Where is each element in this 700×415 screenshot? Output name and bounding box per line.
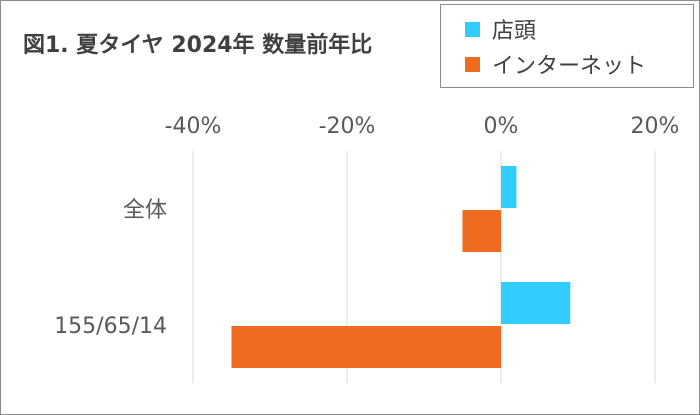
legend-label-internet: インターネット — [492, 54, 647, 79]
legend-swatch-store — [465, 21, 480, 37]
x-tick-label-1: -20% — [319, 114, 376, 139]
bar-internet-1 — [231, 326, 501, 368]
legend-label-store: 店頭 — [492, 19, 537, 44]
x-tick-label-2: 0% — [484, 114, 519, 139]
chart-title: 図1. 夏タイヤ 2024年 数量前年比 — [23, 33, 373, 58]
bar-store-1 — [501, 282, 571, 324]
legend-item-internet: インターネット — [465, 49, 646, 79]
bar-store-0 — [501, 166, 517, 208]
bar-internet-0 — [462, 210, 501, 252]
category-label-1: 155/65/14 — [54, 314, 167, 339]
category-label-0: 全体 — [123, 198, 167, 223]
legend-item-store: 店頭 — [465, 14, 536, 44]
legend-swatch-internet — [465, 56, 480, 72]
x-tick-label-0: -40% — [165, 114, 222, 139]
legend: 店頭 インターネット — [440, 4, 694, 88]
x-tick-label-3: 20% — [631, 114, 680, 139]
